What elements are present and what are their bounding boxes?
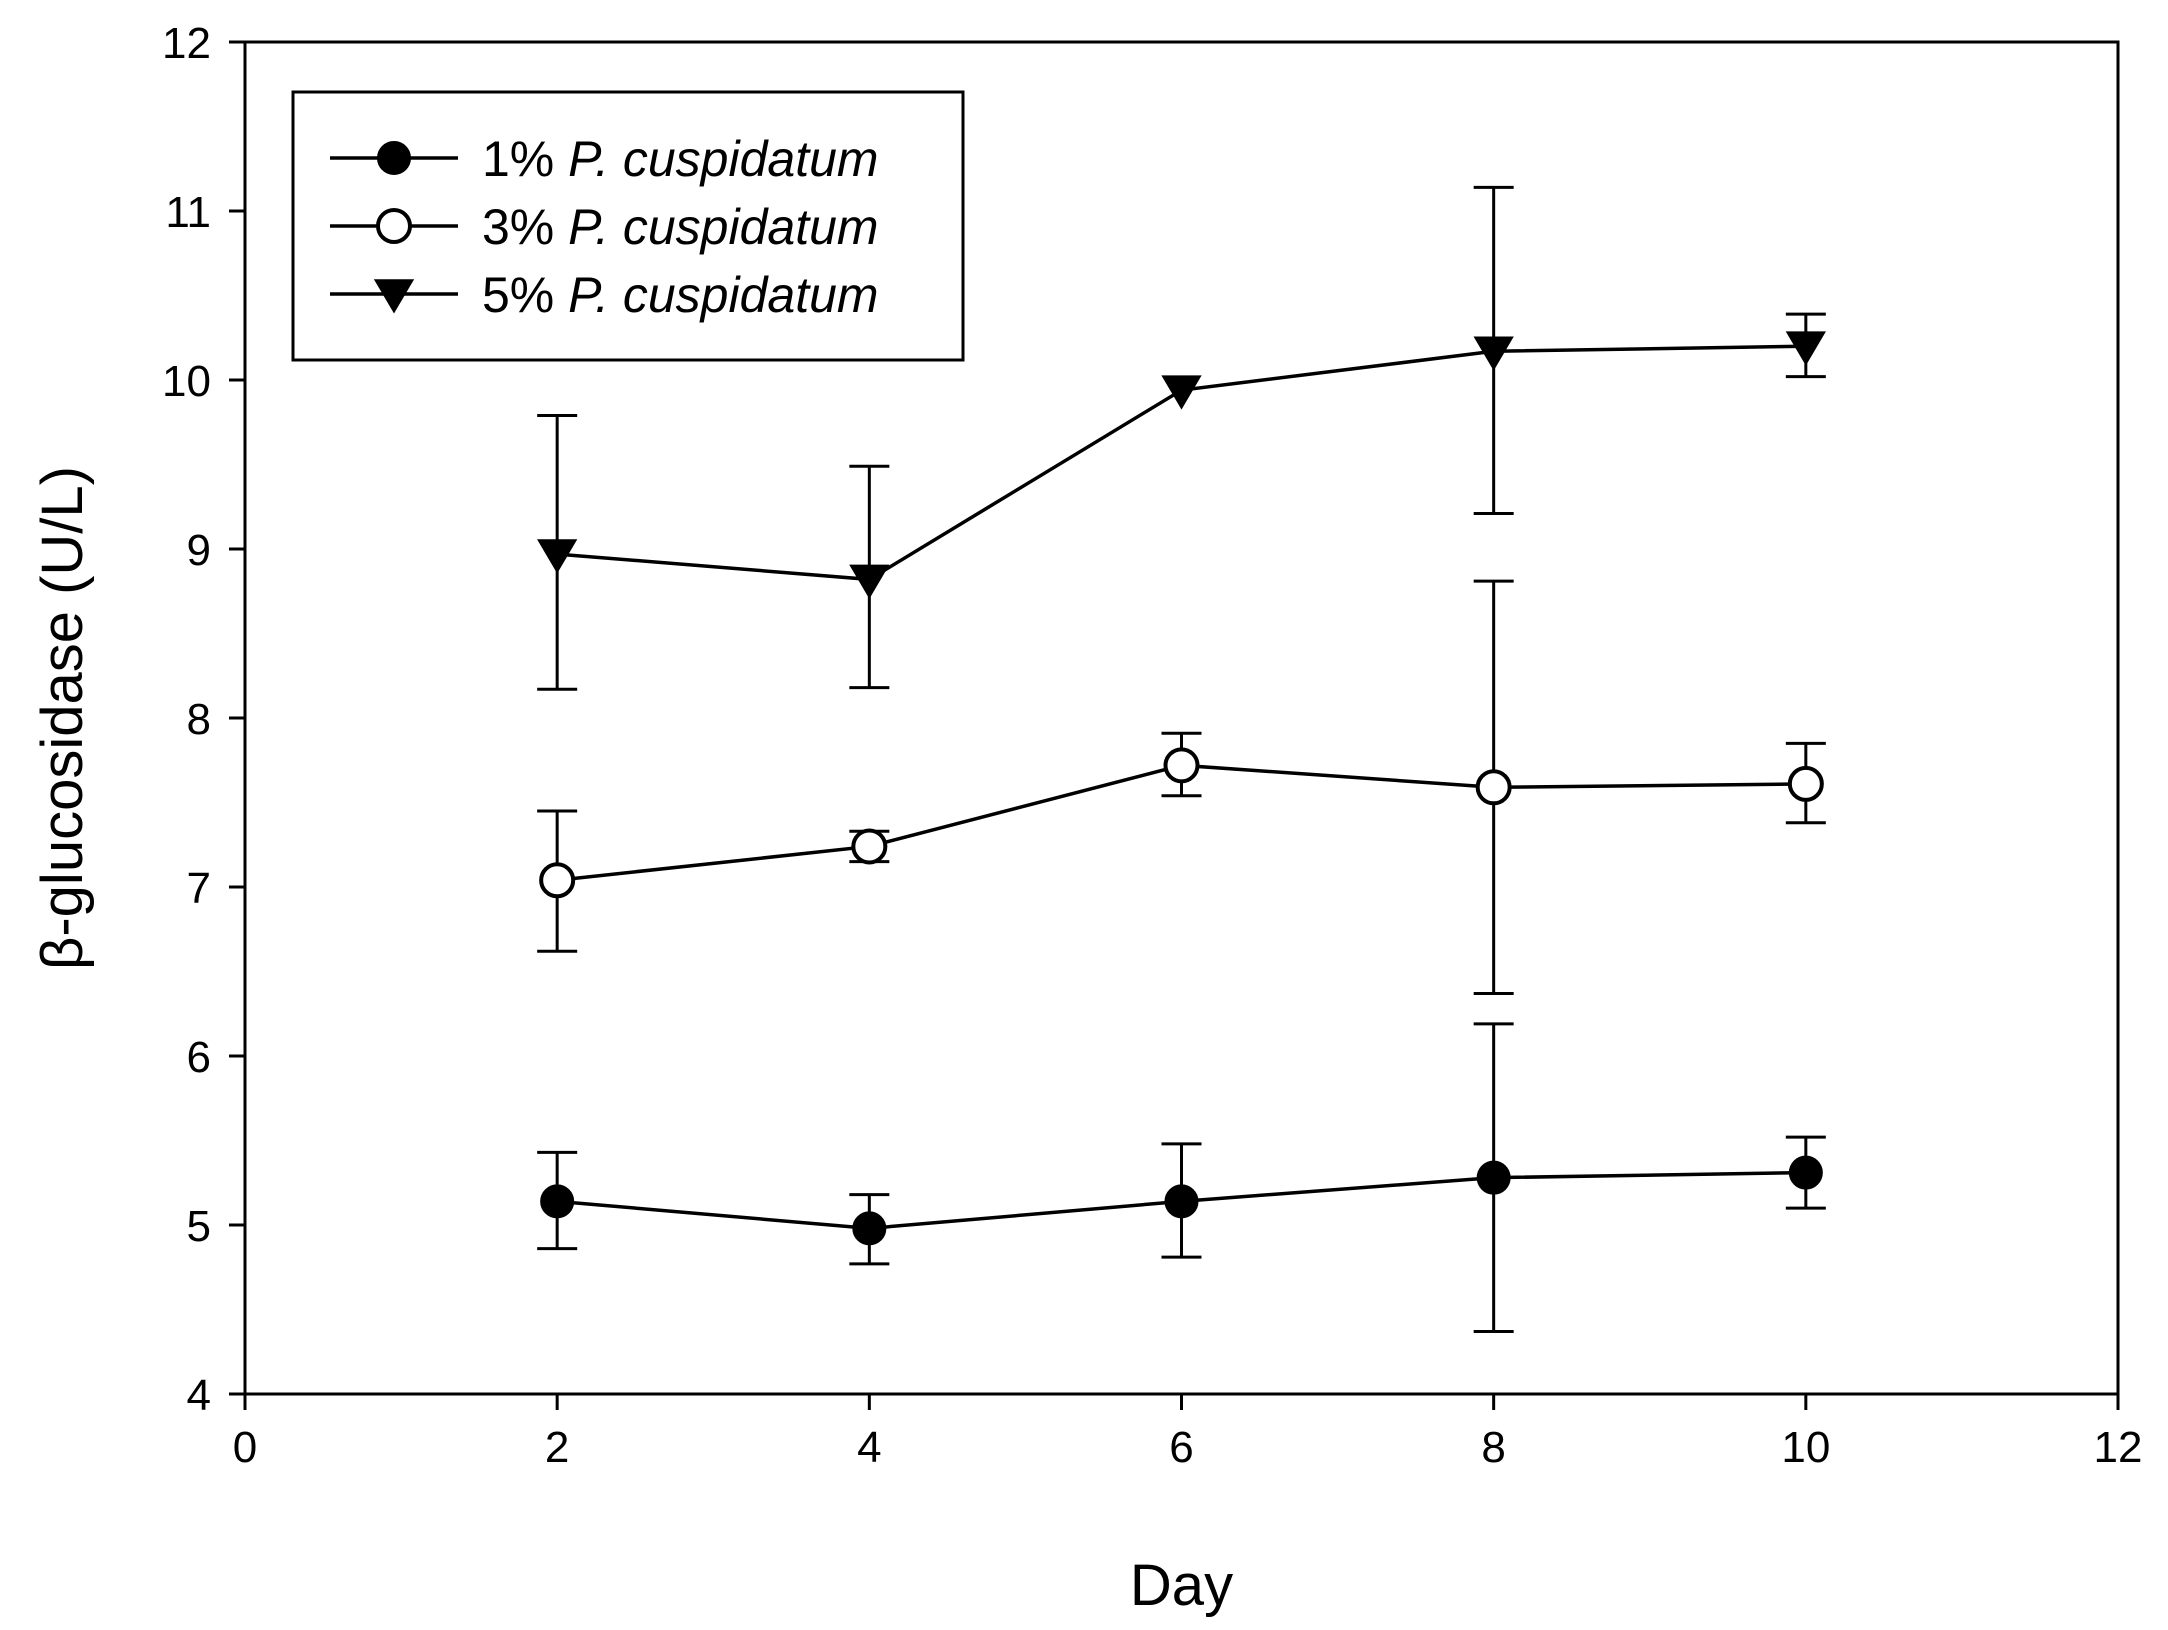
data-point bbox=[537, 539, 578, 574]
legend-marker bbox=[376, 208, 412, 244]
data-point bbox=[1161, 375, 1202, 410]
legend-label-prefix: 1% bbox=[482, 131, 568, 187]
data-point bbox=[1163, 747, 1200, 784]
data-point bbox=[1475, 769, 1512, 806]
data-point bbox=[539, 862, 576, 899]
legend-label-species: P. cuspidatum bbox=[568, 131, 878, 187]
data-point bbox=[540, 1184, 575, 1219]
legend-label-prefix: 3% bbox=[482, 199, 568, 255]
y-tick-label: 11 bbox=[165, 188, 211, 237]
data-point bbox=[1476, 1160, 1511, 1195]
legend-label-species: P. cuspidatum bbox=[568, 199, 878, 255]
y-tick-label: 8 bbox=[187, 695, 211, 744]
y-tick-label: 6 bbox=[187, 1033, 211, 1082]
y-tick-label: 12 bbox=[162, 19, 211, 68]
data-point bbox=[852, 1211, 887, 1246]
x-tick-label: 6 bbox=[1169, 1423, 1193, 1472]
legend-label: 3% P. cuspidatum bbox=[482, 199, 879, 255]
data-point bbox=[1473, 336, 1514, 371]
legend-label: 5% P. cuspidatum bbox=[482, 267, 879, 323]
x-tick-label: 2 bbox=[545, 1423, 569, 1472]
x-tick-label: 0 bbox=[233, 1423, 257, 1472]
series-3 bbox=[537, 185, 1826, 691]
series-1 bbox=[537, 1022, 1826, 1333]
data-point bbox=[1164, 1184, 1199, 1219]
data-point bbox=[1785, 331, 1826, 366]
y-tick-label: 4 bbox=[187, 1371, 211, 1420]
legend-entry-3: 5% P. cuspidatum bbox=[330, 267, 879, 323]
x-tick-label: 12 bbox=[2094, 1423, 2143, 1472]
series-layer bbox=[537, 185, 1826, 1333]
y-tick-label: 10 bbox=[162, 357, 211, 406]
data-point bbox=[1787, 765, 1824, 802]
y-tick-label: 7 bbox=[187, 864, 211, 913]
legend-entry-2: 3% P. cuspidatum bbox=[330, 199, 879, 255]
data-point bbox=[851, 828, 888, 865]
legend-marker bbox=[377, 141, 411, 175]
legend-marker bbox=[373, 279, 415, 314]
axes: 0 2 4 6 8 10 12 4 5 6 7 8 9 10 11 12 bbox=[162, 19, 2142, 1472]
y-axis-title: β-glucosidase (U/L) bbox=[30, 466, 95, 970]
series-2 bbox=[537, 579, 1826, 995]
x-tick-label: 10 bbox=[1781, 1423, 1830, 1472]
legend-label-prefix: 5% bbox=[482, 267, 568, 323]
x-axis-title: Day bbox=[1130, 1553, 1233, 1618]
y-tick-label: 9 bbox=[187, 526, 211, 575]
legend-label-species: P. cuspidatum bbox=[568, 267, 878, 323]
data-point bbox=[849, 564, 890, 599]
y-tick-label: 5 bbox=[187, 1202, 211, 1251]
legend-entry-1: 1% P. cuspidatum bbox=[330, 131, 879, 187]
x-tick-label: 8 bbox=[1481, 1423, 1505, 1472]
data-point bbox=[1788, 1155, 1823, 1190]
x-tick-label: 4 bbox=[857, 1423, 881, 1472]
legend-label: 1% P. cuspidatum bbox=[482, 131, 879, 187]
